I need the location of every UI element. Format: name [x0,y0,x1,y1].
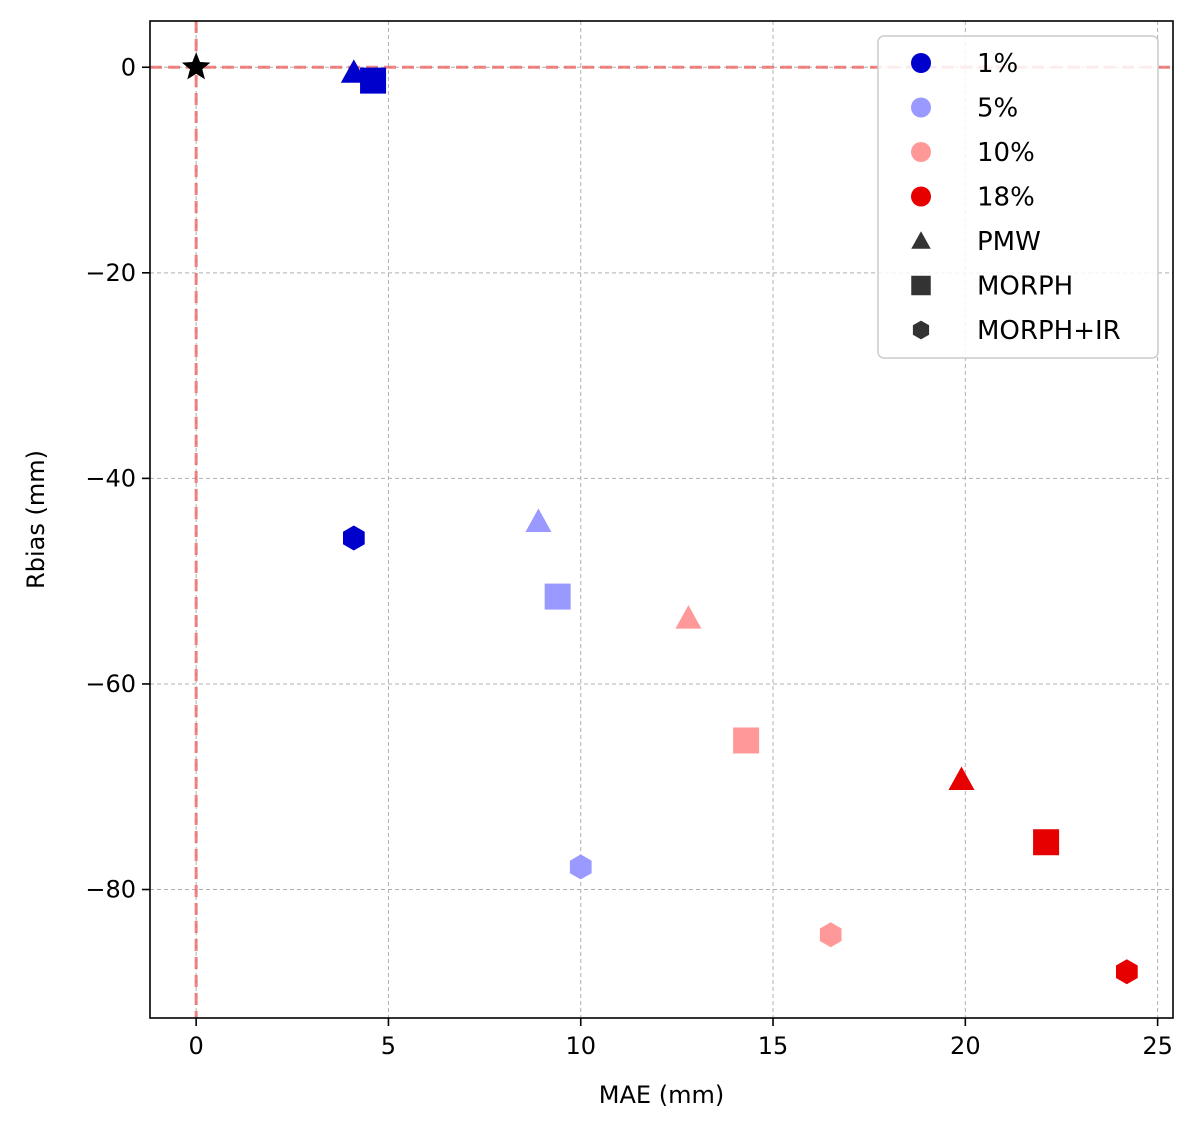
reference-star-marker [181,52,211,80]
point-morph-marker [733,727,760,754]
legend-circle-marker [911,97,931,118]
point-morph-ir-marker [819,922,842,948]
y-tick-label: 0 [121,53,136,81]
y-tick-label: −40 [85,464,136,492]
y-tick-label: −60 [85,670,136,698]
point-morph-marker [544,583,571,610]
legend-hexagon-marker [912,320,930,340]
point-morph-marker [1033,829,1060,856]
x-tick-label: 25 [1142,1032,1173,1060]
x-tick-label: 20 [950,1032,981,1060]
x-tick-label: 5 [381,1032,396,1060]
point-morph-ir-marker [343,525,365,551]
x-axis-label: MAE (mm) [599,1081,724,1109]
x-tick-label: 15 [758,1032,789,1060]
plot-frame [149,20,1174,1019]
legend-square-marker [911,275,931,296]
legend-box [877,35,1159,359]
y-tick-label: −80 [85,876,136,904]
data-points [181,52,1138,985]
y-tick-label: −20 [85,259,136,287]
legend-label: 5% [977,94,1018,124]
legend: 1% 5% 10% 18% PMW MORPH MORPH+IR [877,35,1159,359]
point-pmw-marker [948,766,975,790]
x-tick-label: 0 [189,1032,204,1060]
axis-ticks: 0 5 10 15 20 25 0 −20 −40 −60 −80 [85,53,1173,1060]
legend-triangle-marker [911,231,931,249]
legend-circle-marker [911,186,931,207]
legend-label: PMW [977,227,1041,257]
point-morph-ir-marker [569,854,592,880]
point-morph-ir-marker [1116,959,1138,985]
legend-label: 18% [977,183,1035,213]
legend-label: MORPH+IR [977,316,1121,346]
legend-label: 10% [977,138,1035,168]
legend-circle-marker [911,142,931,162]
point-morph-marker [360,67,387,94]
x-tick-label: 10 [565,1032,596,1060]
y-axis-label: Rbias (mm) [22,450,50,589]
legend-label: MORPH [977,272,1073,302]
point-pmw-marker [525,508,552,532]
point-pmw-marker [675,605,702,629]
legend-label: 1% [977,49,1018,79]
legend-circle-marker [911,53,931,73]
